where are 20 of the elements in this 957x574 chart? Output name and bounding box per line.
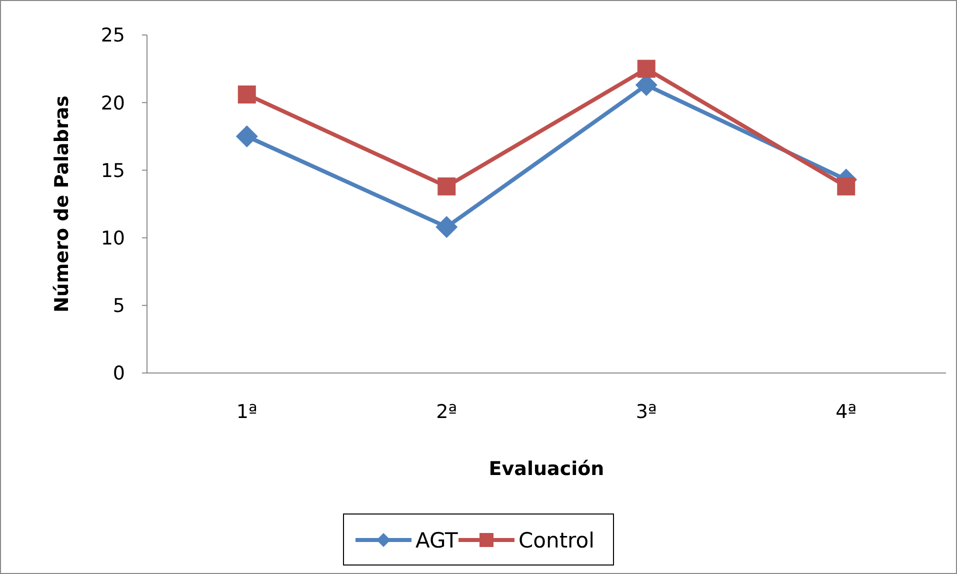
- y-tick-label: 25: [100, 24, 125, 47]
- x-tick-label: 3ª: [636, 401, 657, 423]
- x-tick-label: 4ª: [836, 401, 857, 423]
- point: [436, 216, 458, 238]
- point: [238, 85, 256, 104]
- point: [438, 177, 456, 196]
- x-axis-title: Evaluación: [488, 458, 604, 480]
- point: [236, 125, 258, 148]
- x-tick-label: 2ª: [436, 401, 458, 423]
- point: [637, 60, 656, 78]
- y-tick-label: 20: [100, 92, 125, 114]
- legend-label: Control: [518, 528, 594, 552]
- y-tick-label: 10: [100, 227, 125, 250]
- y-tick-label: 15: [100, 160, 125, 182]
- y-tick-label: 5: [112, 295, 125, 318]
- y-axis-title: Número de Palabras: [51, 96, 73, 312]
- point: [837, 177, 856, 196]
- legend-label: AGT: [416, 528, 458, 552]
- y-tick-label: 0: [112, 362, 125, 385]
- x-tick-label: 1ª: [236, 401, 258, 423]
